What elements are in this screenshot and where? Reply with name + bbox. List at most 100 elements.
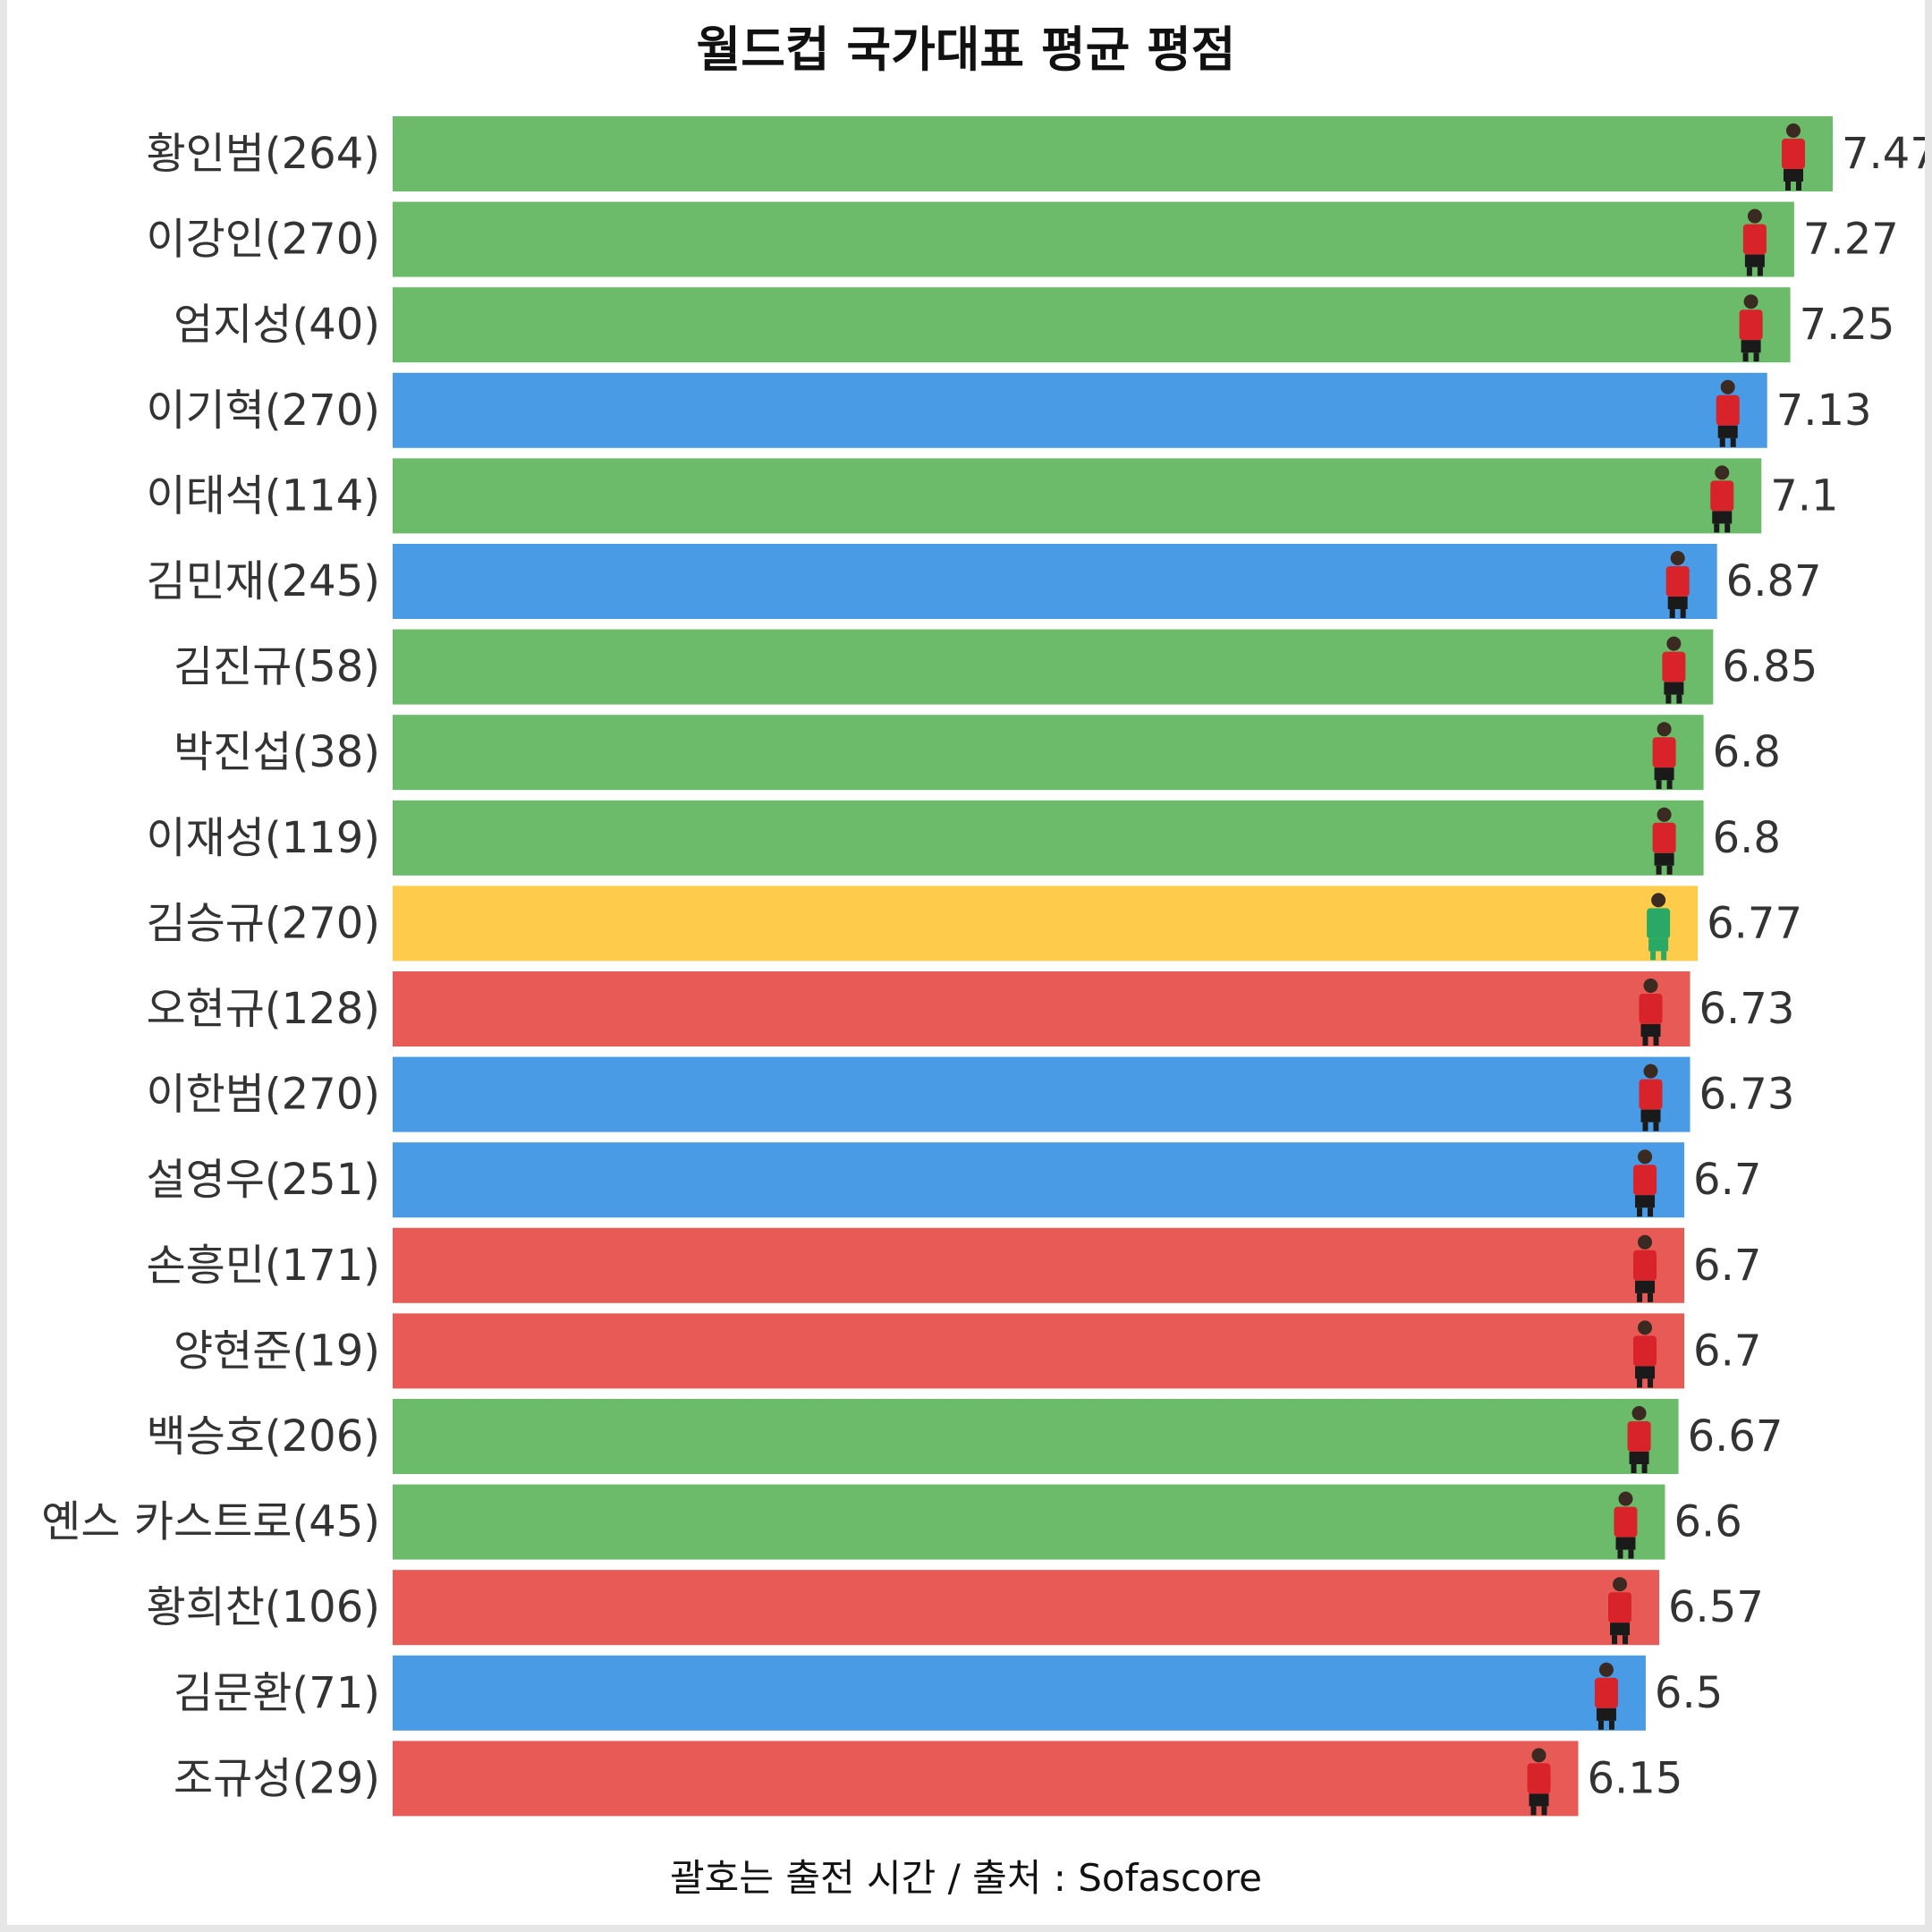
bar-row: 황인범(264) 7.47	[146, 116, 1925, 191]
bar-row: 엄지성(40) 7.25	[174, 287, 1894, 363]
category-label: 설영우(251)	[146, 1155, 380, 1205]
bar	[393, 1655, 1646, 1731]
player-shorts	[1635, 1195, 1656, 1208]
bar-row: 이재성(119) 6.8	[146, 800, 1781, 876]
player-head	[1743, 294, 1758, 309]
bar-row: 백승호(206) 6.67	[146, 1399, 1783, 1474]
player-head	[1638, 1234, 1653, 1250]
player-leg	[1541, 1806, 1547, 1816]
player-shirt	[1594, 1677, 1618, 1708]
bar	[393, 1142, 1685, 1218]
player-leg	[1628, 1549, 1634, 1559]
player-photo-icon	[1633, 1234, 1657, 1302]
value-label: 6.73	[1699, 984, 1795, 1034]
bar	[393, 629, 1714, 705]
player-shirt	[1608, 1592, 1632, 1623]
player-head	[1531, 1748, 1546, 1763]
player-shorts	[1615, 1537, 1636, 1550]
bar	[393, 1570, 1660, 1646]
player-leg	[1680, 609, 1686, 618]
player-leg	[1719, 437, 1725, 447]
chart-title: 월드컵 국가대표 평균 평점	[697, 21, 1236, 78]
category-label: 김문환(71)	[174, 1668, 380, 1718]
player-shirt	[1639, 1079, 1663, 1110]
player-photo-icon	[1639, 979, 1663, 1046]
bar	[393, 201, 1794, 277]
value-label: 6.77	[1707, 898, 1802, 948]
bar-row: 김민재(245) 6.87	[146, 544, 1822, 619]
player-leg	[1656, 780, 1662, 790]
bar	[393, 1484, 1665, 1560]
player-photo-icon	[1782, 123, 1805, 191]
value-label: 6.8	[1713, 813, 1781, 863]
bar-row: 김진규(58) 6.85	[174, 629, 1818, 705]
value-label: 7.1	[1770, 470, 1838, 521]
player-head	[1747, 208, 1762, 224]
category-label: 손흥민(171)	[146, 1241, 380, 1291]
player-shirt	[1716, 394, 1740, 426]
player-leg	[1730, 437, 1736, 447]
player-head	[1631, 1406, 1647, 1420]
player-shorts	[1529, 1793, 1549, 1807]
player-shorts	[1784, 169, 1803, 182]
player-photo-icon	[1665, 551, 1690, 618]
player-leg	[1612, 1635, 1618, 1645]
player-shirt	[1639, 994, 1663, 1024]
player-shorts	[1667, 597, 1688, 609]
player-head	[1666, 636, 1682, 651]
category-label: 황인범(264)	[146, 129, 380, 179]
bar	[393, 715, 1704, 791]
player-photo-icon	[1652, 807, 1676, 875]
value-label: 6.7	[1693, 1326, 1761, 1376]
player-photo-icon	[1662, 636, 1686, 704]
player-leg	[1608, 1720, 1614, 1730]
value-label: 6.87	[1726, 556, 1822, 606]
player-shorts	[1664, 682, 1684, 695]
player-shorts	[1648, 938, 1669, 952]
player-leg	[1641, 1464, 1648, 1473]
player-leg	[1666, 865, 1673, 875]
value-label: 6.5	[1655, 1668, 1723, 1718]
category-label: 황희찬(106)	[146, 1582, 380, 1632]
bar-row: 이한범(270) 6.73	[146, 1056, 1794, 1132]
bar	[393, 800, 1704, 876]
player-leg	[1665, 694, 1672, 704]
player-head	[1598, 1662, 1614, 1677]
player-leg	[1653, 1037, 1659, 1046]
player-head	[1618, 1491, 1633, 1506]
player-shorts	[1610, 1623, 1631, 1636]
player-head	[1670, 551, 1685, 565]
player-leg	[1637, 1378, 1643, 1388]
value-label: 6.57	[1668, 1582, 1764, 1632]
player-shorts	[1640, 1024, 1661, 1037]
bar-row: 양현준(19) 6.7	[174, 1313, 1761, 1389]
bar-row: 이기혁(270) 7.13	[146, 372, 1872, 448]
player-leg	[1661, 951, 1667, 961]
player-leg	[1714, 523, 1720, 533]
category-label: 이기혁(270)	[146, 386, 380, 436]
player-leg	[1796, 182, 1801, 191]
player-leg	[1666, 780, 1673, 790]
player-shorts	[1635, 1280, 1656, 1293]
player-photo-icon	[1647, 893, 1671, 961]
bar	[393, 458, 1762, 534]
player-photo-icon	[1639, 1063, 1663, 1131]
player-head	[1720, 379, 1735, 394]
player-leg	[1623, 1635, 1629, 1645]
player-shirt	[1633, 1165, 1657, 1196]
category-label: 이강인(270)	[146, 215, 380, 265]
value-label: 6.6	[1674, 1497, 1741, 1547]
player-shirt	[1614, 1506, 1638, 1538]
player-photo-icon	[1608, 1577, 1632, 1645]
player-leg	[1653, 1122, 1659, 1131]
player-photo-icon	[1633, 1320, 1657, 1388]
player-leg	[1530, 1806, 1537, 1816]
bar-rows: 황인범(264) 7.47 이강인(270) 7.27 엄지성(40) 7.25 이기혁(2…	[41, 116, 1925, 1817]
player-shirt	[1665, 566, 1690, 597]
bar	[393, 1741, 1579, 1817]
player-head	[1643, 979, 1658, 993]
bar	[393, 287, 1791, 363]
player-leg	[1642, 1122, 1648, 1131]
player-head	[1613, 1577, 1628, 1592]
player-photo-icon	[1614, 1491, 1638, 1559]
